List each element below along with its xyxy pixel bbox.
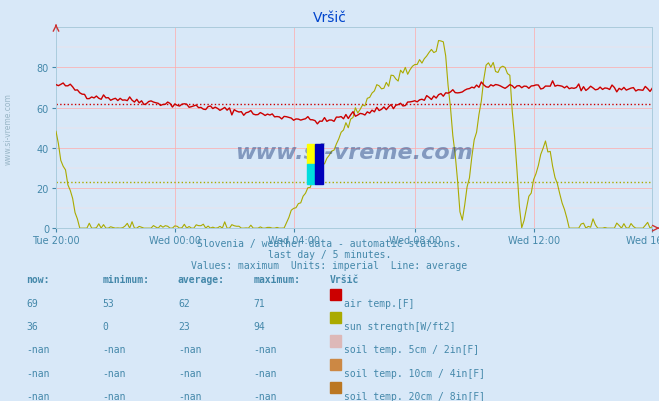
Text: -nan: -nan xyxy=(254,344,277,354)
Text: Vršič: Vršič xyxy=(312,11,347,25)
Text: average:: average: xyxy=(178,275,225,285)
Text: 94: 94 xyxy=(254,321,266,331)
Text: -nan: -nan xyxy=(102,368,126,378)
Text: soil temp. 5cm / 2in[F]: soil temp. 5cm / 2in[F] xyxy=(344,344,479,354)
Text: -nan: -nan xyxy=(178,344,202,354)
Text: 71: 71 xyxy=(254,298,266,308)
Text: 69: 69 xyxy=(26,298,38,308)
Text: -nan: -nan xyxy=(254,391,277,401)
Text: -nan: -nan xyxy=(102,391,126,401)
Text: -nan: -nan xyxy=(26,391,50,401)
Text: 36: 36 xyxy=(26,321,38,331)
Text: 23: 23 xyxy=(178,321,190,331)
Text: air temp.[F]: air temp.[F] xyxy=(344,298,415,308)
Text: -nan: -nan xyxy=(178,368,202,378)
Text: last day / 5 minutes.: last day / 5 minutes. xyxy=(268,249,391,259)
Text: www.si-vreme.com: www.si-vreme.com xyxy=(235,142,473,162)
Text: minimum:: minimum: xyxy=(102,275,149,285)
Text: Values: maximum  Units: imperial  Line: average: Values: maximum Units: imperial Line: av… xyxy=(191,260,468,270)
Text: -nan: -nan xyxy=(26,368,50,378)
Text: sun strength[W/ft2]: sun strength[W/ft2] xyxy=(344,321,455,331)
Text: maximum:: maximum: xyxy=(254,275,301,285)
Text: Vršič: Vršič xyxy=(330,275,359,285)
Text: now:: now: xyxy=(26,275,50,285)
Text: soil temp. 10cm / 4in[F]: soil temp. 10cm / 4in[F] xyxy=(344,368,485,378)
Text: -nan: -nan xyxy=(102,344,126,354)
Text: 62: 62 xyxy=(178,298,190,308)
Text: soil temp. 20cm / 8in[F]: soil temp. 20cm / 8in[F] xyxy=(344,391,485,401)
Text: 53: 53 xyxy=(102,298,114,308)
Text: 0: 0 xyxy=(102,321,108,331)
Text: -nan: -nan xyxy=(254,368,277,378)
Text: -nan: -nan xyxy=(178,391,202,401)
Text: -nan: -nan xyxy=(26,344,50,354)
Text: www.si-vreme.com: www.si-vreme.com xyxy=(3,93,13,164)
Text: Slovenia / weather data - automatic stations.: Slovenia / weather data - automatic stat… xyxy=(197,239,462,249)
